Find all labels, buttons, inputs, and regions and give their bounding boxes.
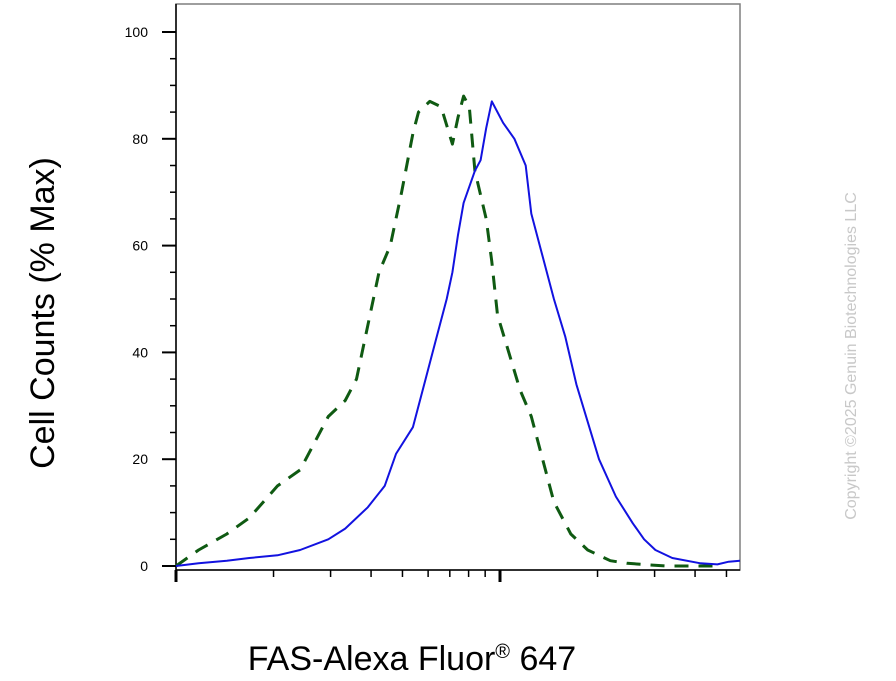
x-axis-title: FAS-Alexa Fluor® 647	[248, 640, 576, 678]
series-line-solid	[175, 100, 741, 567]
y-tick-label: 40	[132, 344, 148, 360]
copyright-watermark: Copyright ©2025 Genuin Biotechnologies L…	[843, 192, 860, 520]
y-tick-label: 80	[132, 131, 148, 147]
y-tick-label: 0	[140, 558, 148, 574]
x-axis-title-registered: ®	[495, 641, 510, 663]
y-tick-label: 60	[132, 238, 148, 254]
series-line-dashed	[175, 94, 718, 568]
x-axis-title-main: FAS-Alexa Fluor	[248, 640, 496, 678]
x-axis-title-suffix: 647	[510, 640, 576, 678]
y-axis: 0 20 40 60 80 100	[125, 4, 177, 574]
y-tick-label: 20	[132, 451, 148, 467]
x-axis	[174, 569, 740, 582]
y-axis-title: Cell Counts (% Max)	[24, 157, 62, 469]
series-layer	[175, 94, 741, 568]
y-tick-label: 100	[125, 24, 149, 40]
plot-frame	[175, 3, 741, 571]
